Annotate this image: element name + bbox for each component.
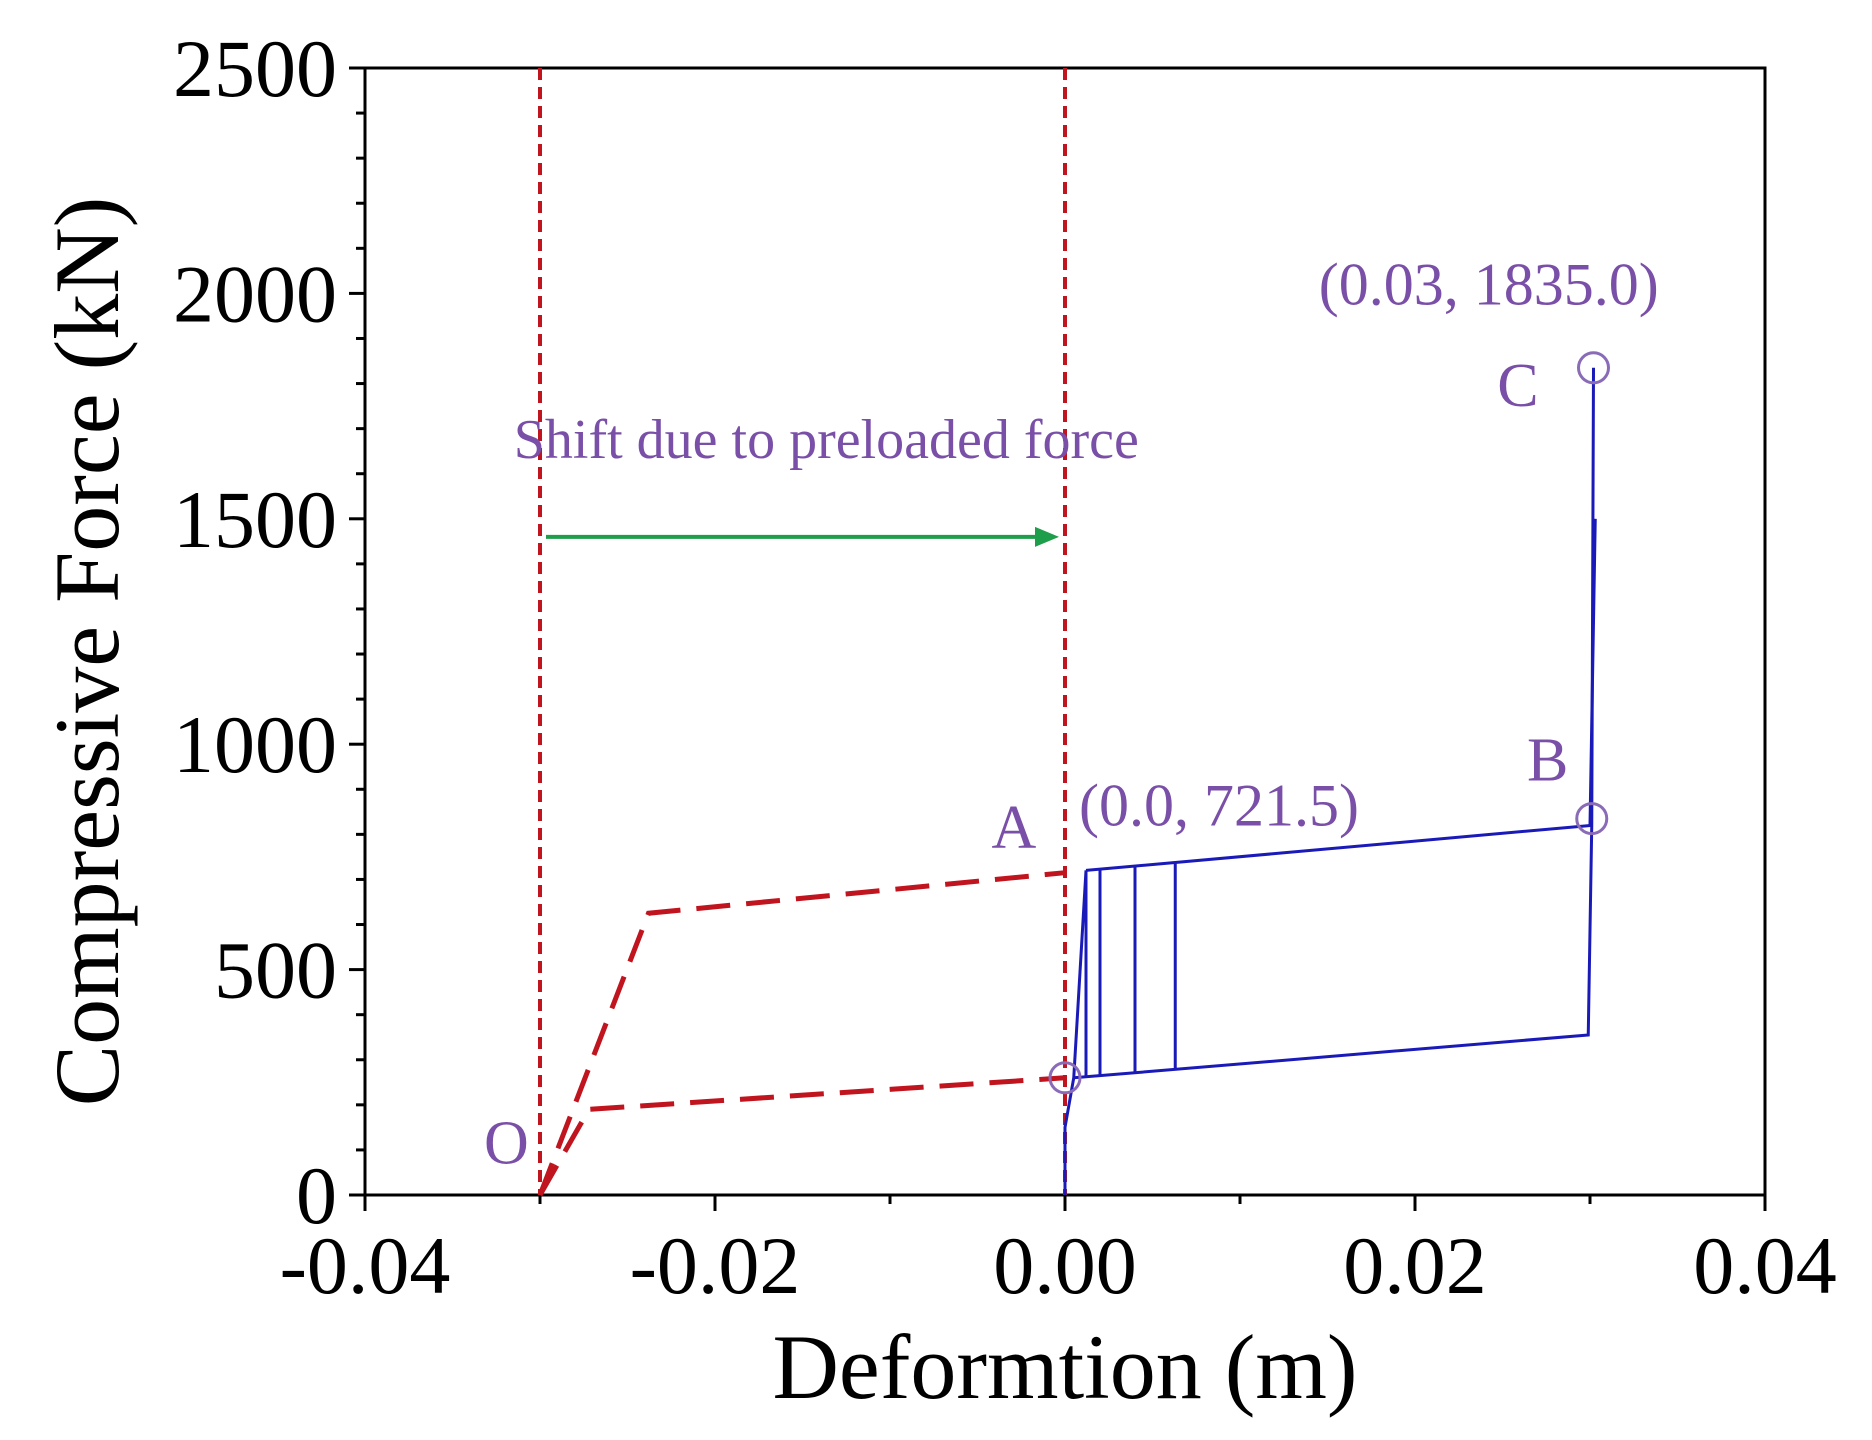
y-tick-label: 500 <box>214 925 337 1016</box>
annot-A: A <box>992 794 1037 862</box>
annot-A-coords: (0.0, 721.5) <box>1079 772 1359 838</box>
annot-C: C <box>1497 352 1538 420</box>
series-cyclic-line <box>1085 823 1592 872</box>
shift-arrow-head <box>1035 526 1059 547</box>
axes: -0.04 -0.02 0.00 0.02 0.04 0 500 1000 1500 2000 25… <box>173 23 1837 1311</box>
x-tick-label: -0.02 <box>630 1220 801 1311</box>
series-preloaded-line <box>537 870 1066 1196</box>
annot-B: B <box>1527 726 1568 794</box>
x-tick-label: -0.04 <box>280 1220 451 1311</box>
series-cyclic-line <box>1073 367 1595 1080</box>
x-tick-label: 0.02 <box>1343 1220 1487 1311</box>
annot-C-coords: (0.03, 1835.0) <box>1319 252 1659 318</box>
y-axis-title: Compressive Force (kN) <box>36 197 138 1107</box>
y-tick-label: 1000 <box>173 699 337 790</box>
series-preloaded-line <box>537 1075 1066 1197</box>
annot-shift: Shift due to preloaded force <box>514 409 1139 471</box>
series-cyclic-line <box>1063 870 1088 1195</box>
y-tick-label: 2000 <box>173 248 337 339</box>
annotations: Shift due to preloaded force A (0.0, 721.5… <box>484 252 1659 1178</box>
point-C-marker <box>1577 351 1610 385</box>
point-B-marker <box>1575 802 1609 836</box>
x-axis-title: Deformtion (m) <box>772 1316 1357 1418</box>
y-tick-label: 1500 <box>173 474 337 565</box>
series-cyclic-line <box>1588 518 1597 826</box>
series <box>537 367 1597 1197</box>
annot-O: O <box>484 1109 529 1177</box>
reference-lines <box>538 68 1067 1195</box>
y-tick-label: 0 <box>296 1150 337 1241</box>
x-tick-label: 0.04 <box>1693 1220 1837 1311</box>
y-tick-label: 2500 <box>173 23 337 114</box>
x-tick-label: 0.00 <box>993 1220 1137 1311</box>
point-A-marker <box>1048 1061 1082 1095</box>
